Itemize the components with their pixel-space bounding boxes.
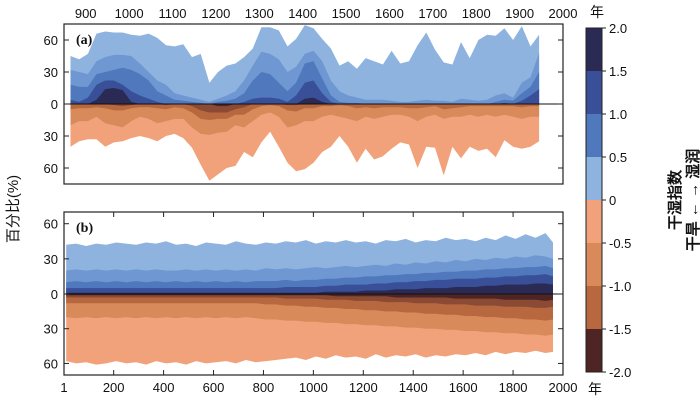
top-x-tick-label: 1700: [418, 6, 447, 21]
bottom-x-axis: 1 200 400 600 800 1000 1200 1400 1600 1800 2000: [60, 212, 577, 395]
y-tick-label: 60: [44, 161, 58, 176]
dry-area-cum-lt-m10: [70, 104, 540, 120]
bottom-x-tick-label: 2000: [549, 380, 578, 395]
panel-a: 60 30 0 30 60 (a): [44, 23, 564, 185]
colorbar-title-line2: 干旱 ← → 湿润: [684, 149, 700, 252]
colorbar-tick-label: -2.0: [609, 365, 631, 380]
wet-area-cum-gt-15: [70, 80, 540, 104]
colorbar-tick-label: 1.0: [609, 107, 627, 122]
top-x-tick-label: 1200: [201, 6, 230, 21]
top-axis-unit: 年: [590, 4, 604, 20]
colorbar-tick-label: -1.5: [609, 322, 631, 337]
colorbar-tick-label: 0: [609, 193, 616, 208]
y-axis-label: 百分比(%): [5, 175, 22, 243]
top-x-tick-label: 1800: [462, 6, 491, 21]
colorbar-bin: [586, 157, 602, 200]
top-x-tick-label: 1300: [245, 6, 274, 21]
panel-label: (b): [76, 221, 93, 236]
y-tick-label: 60: [44, 217, 58, 232]
wet-area-cum-gt-10: [70, 61, 540, 104]
top-x-tick-label: 1900: [505, 6, 534, 21]
colorbar-tick-label: 1.5: [609, 64, 627, 79]
y-tick-label: 30: [44, 129, 58, 144]
y-tick-label: 0: [51, 287, 58, 302]
colorbar-bin: [586, 329, 602, 372]
bottom-x-tick-label: 400: [153, 380, 175, 395]
dry-area-lower-all: [70, 104, 540, 181]
bottom-x-tick-label: 1000: [299, 380, 328, 395]
dry-area-cum-lt-m05: [70, 104, 540, 135]
colorbar-tick-label: 0.5: [609, 150, 627, 165]
colorbar-tick-label: -1.0: [609, 279, 631, 294]
top-x-tick-label: 1400: [288, 6, 317, 21]
y-tick-label: 60: [44, 356, 58, 371]
top-x-tick-label: 1100: [158, 6, 186, 21]
top-x-tick-label: 2000: [549, 6, 578, 21]
y-tick-label: 30: [44, 322, 58, 337]
y-tick-label: 60: [44, 33, 58, 48]
colorbar-bin: [586, 114, 602, 157]
colorbar: 2.0 1.5 1.0 0.5 0 -0.5 -1.0 -1.5 -2.0: [585, 21, 631, 380]
colorbar-tick-label: 2.0: [609, 21, 627, 36]
bottom-x-tick-label: 1800: [499, 380, 528, 395]
colorbar-title-line1: 干湿指数: [666, 169, 684, 230]
dry-area-cum-lt-m20: [66, 294, 553, 301]
colorbar-tick-label: -0.5: [609, 236, 631, 251]
colorbar-bin: [586, 71, 602, 114]
wet-area-cum-gt-20: [70, 88, 540, 104]
bottom-x-tick-label: 600: [203, 380, 225, 395]
bottom-x-tick-label: 1200: [349, 380, 378, 395]
top-x-tick-label: 1500: [332, 6, 361, 21]
colorbar-bin: [586, 243, 602, 286]
panel-label: (a): [76, 33, 93, 48]
bottom-x-tick-label: 1: [60, 380, 67, 395]
panel-b: 60 30 0 30 60 (b): [44, 211, 564, 376]
colorbar-bin: [586, 200, 602, 243]
bottom-x-tick-label: 200: [103, 380, 125, 395]
bottom-x-tick-label: 800: [253, 380, 275, 395]
y-tick-label: 30: [44, 252, 58, 267]
y-tick-label: 0: [51, 97, 58, 112]
y-tick-label: 30: [44, 65, 58, 80]
top-x-tick-label: 900: [75, 6, 97, 21]
dry-area-cum-lt-m15: [70, 104, 540, 113]
colorbar-bin: [586, 28, 602, 71]
top-x-tick-label: 1600: [375, 6, 404, 21]
bottom-x-tick-label: 1400: [399, 380, 428, 395]
top-x-tick-label: 1000: [115, 6, 144, 21]
bottom-axis-unit: 年: [588, 381, 602, 397]
colorbar-bin: [586, 286, 602, 329]
wet-area-cum-gt-20: [66, 283, 553, 294]
bottom-x-tick-label: 1600: [449, 380, 478, 395]
